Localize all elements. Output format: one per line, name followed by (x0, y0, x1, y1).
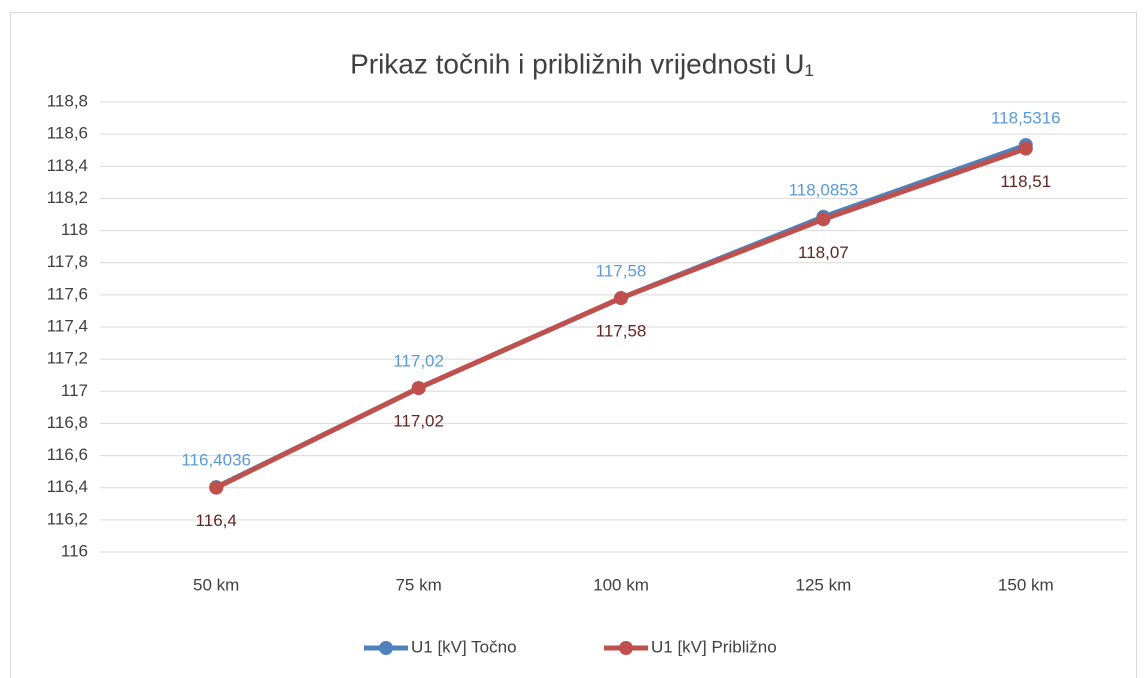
x-tick-label: 150 km (998, 575, 1054, 594)
x-tick-label: 125 km (796, 575, 852, 594)
legend-marker (379, 641, 393, 655)
data-point (816, 212, 831, 227)
y-tick-label: 117 (61, 381, 88, 400)
data-point (209, 480, 224, 495)
chart-border (10, 12, 1137, 678)
data-label: 118,51 (1000, 172, 1051, 191)
y-tick-label: 118,4 (47, 156, 88, 175)
data-label: 118,07 (798, 243, 849, 262)
data-point (614, 291, 628, 306)
y-tick-label: 118 (61, 220, 88, 239)
data-label: 118,5316 (991, 109, 1061, 128)
y-tick-label: 117,2 (47, 349, 88, 368)
x-tick-label: 50 km (193, 575, 239, 594)
y-tick-label: 118,2 (47, 188, 88, 207)
data-point (411, 381, 426, 396)
y-tick-label: 116,4 (47, 477, 88, 496)
x-tick-label: 100 km (593, 575, 649, 594)
data-label: 116,4 (196, 511, 237, 530)
data-label: 118,0853 (789, 180, 859, 199)
data-point (1018, 141, 1033, 156)
data-label: 117,58 (596, 322, 647, 341)
data-label: 117,02 (393, 412, 444, 431)
y-tick-label: 117,6 (47, 284, 88, 303)
data-label: 117,02 (393, 352, 444, 371)
y-tick-label: 117,4 (47, 316, 88, 335)
y-tick-label: 116,6 (47, 445, 88, 464)
legend-marker (619, 641, 633, 655)
y-tick-label: 118,8 (47, 91, 88, 110)
chart-title: Prikaz točnih i približnih vrijednosti U… (350, 48, 814, 79)
legend-label: U1 [kV] Točno (411, 637, 517, 656)
y-tick-label: 118,6 (47, 124, 88, 143)
data-label: 116,4036 (181, 451, 251, 470)
y-tick-label: 116 (61, 541, 88, 560)
legend-label: U1 [kV] Približno (651, 637, 777, 656)
x-tick-label: 75 km (395, 575, 441, 594)
y-tick-label: 116,2 (47, 509, 88, 528)
y-tick-label: 116,8 (47, 413, 88, 432)
data-label: 117,58 (596, 262, 647, 281)
y-tick-label: 117,8 (47, 252, 88, 271)
